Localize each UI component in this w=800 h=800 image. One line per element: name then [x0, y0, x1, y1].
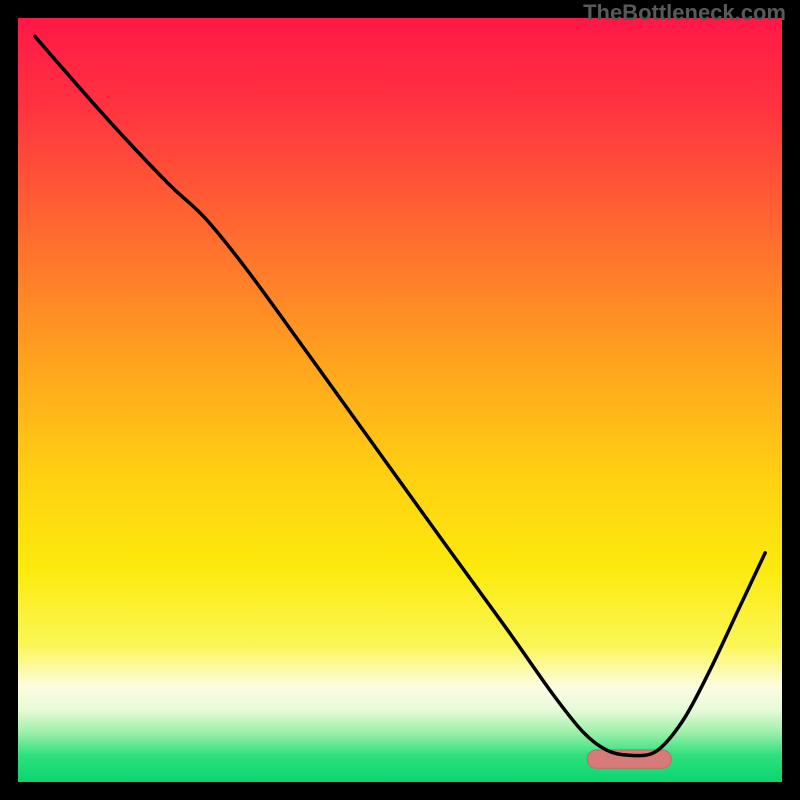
- bottleneck-chart: [0, 0, 800, 800]
- watermark-text: TheBottleneck.com: [583, 0, 786, 26]
- optimal-marker: [587, 750, 671, 768]
- gradient-background: [18, 18, 782, 782]
